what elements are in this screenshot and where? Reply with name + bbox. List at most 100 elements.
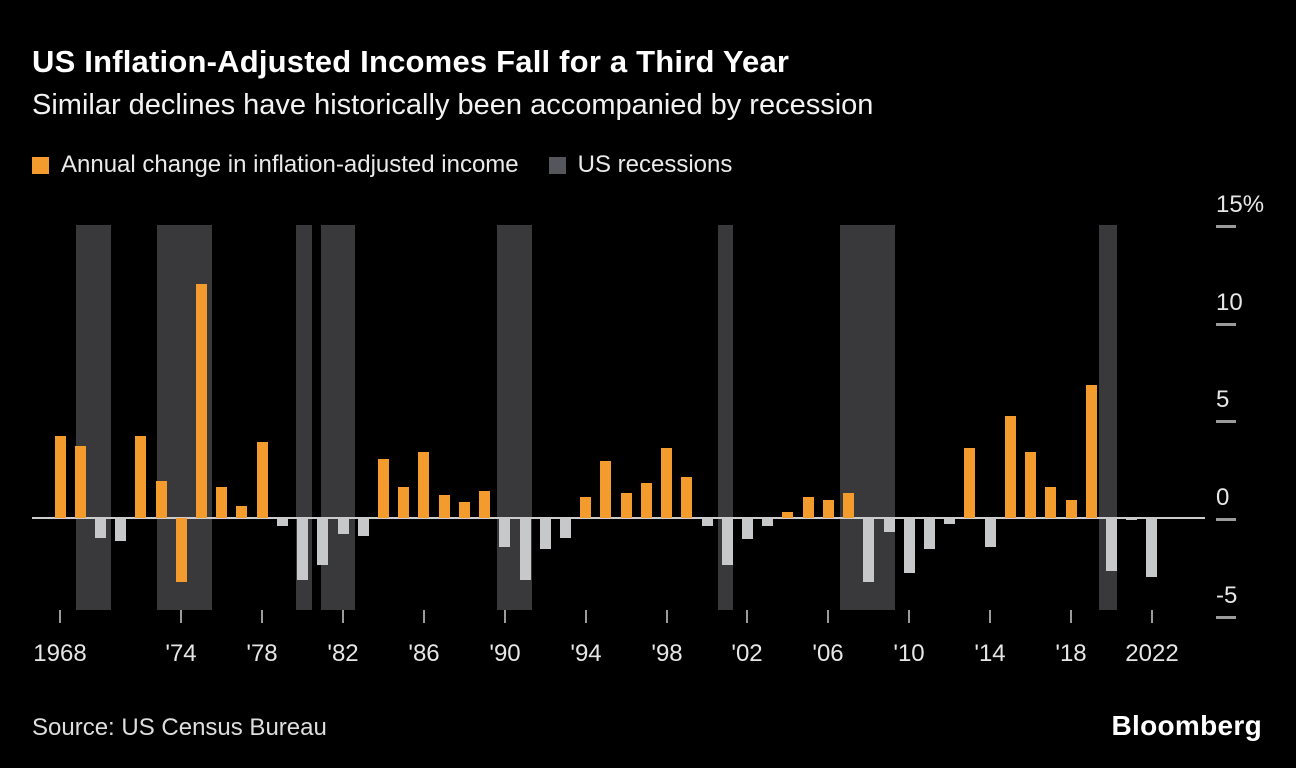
bar-1978 <box>257 442 268 518</box>
x-tick-label-1990: '90 <box>489 640 521 667</box>
bar-1992 <box>540 518 551 549</box>
bar-1972 <box>135 436 146 518</box>
x-tick-1986 <box>423 610 425 623</box>
bar-1997 <box>641 483 652 518</box>
x-tick-label-1994: '94 <box>570 640 602 667</box>
x-tick-1978 <box>261 610 263 623</box>
bar-2016 <box>1025 452 1036 518</box>
bar-1996 <box>621 493 632 518</box>
bar-1977 <box>236 506 247 518</box>
bar-1987 <box>439 495 450 518</box>
bar-2002 <box>742 518 753 539</box>
x-tick-1968 <box>59 610 61 623</box>
legend: Annual change in inflation-adjusted inco… <box>32 151 732 179</box>
bar-2001 <box>722 518 733 565</box>
x-tick-2022 <box>1151 610 1153 623</box>
x-tick-label-1974: '74 <box>165 640 197 667</box>
bar-2011 <box>924 518 935 549</box>
x-tick-2018 <box>1070 610 1072 623</box>
x-tick-label-2018: '18 <box>1055 640 1087 667</box>
bar-1995 <box>600 461 611 518</box>
bar-1968 <box>55 436 66 518</box>
income-series-swatch <box>32 156 49 174</box>
bar-2009 <box>884 518 895 532</box>
bar-1974 <box>176 518 187 582</box>
bar-1998 <box>661 448 672 518</box>
bar-1970 <box>95 518 106 538</box>
y-tick-label--5: -5 <box>1216 582 1238 609</box>
x-tick-2002 <box>746 610 748 623</box>
bar-2018 <box>1066 500 1077 518</box>
x-tick-2014 <box>989 610 991 623</box>
bar-2012 <box>944 518 955 524</box>
recession-band <box>76 225 111 610</box>
bar-1991 <box>520 518 531 580</box>
bar-1973 <box>156 481 167 518</box>
recession-band <box>296 225 312 610</box>
legend-label-income: Annual change in inflation-adjusted inco… <box>61 151 519 178</box>
y-tick-5 <box>1216 420 1236 423</box>
y-tick-label-15: 15% <box>1216 191 1265 218</box>
bar-2007 <box>843 493 854 518</box>
bar-2013 <box>964 448 975 518</box>
bar-1979 <box>277 518 288 526</box>
x-tick-label-1978: '78 <box>246 640 278 667</box>
y-tick-0 <box>1216 518 1236 521</box>
bar-2022 <box>1146 518 1157 577</box>
bar-1981 <box>317 518 328 565</box>
x-tick-1982 <box>342 610 344 623</box>
y-tick--5 <box>1216 616 1236 619</box>
x-tick-label-2022: 2022 <box>1125 640 1179 667</box>
bar-2017 <box>1045 487 1056 518</box>
x-tick-label-1998: '98 <box>651 640 683 667</box>
bar-2003 <box>762 518 773 526</box>
x-tick-label-2002: '02 <box>731 640 763 667</box>
bar-1976 <box>216 487 227 518</box>
x-tick-1974 <box>180 610 182 623</box>
x-tick-1994 <box>585 610 587 623</box>
bar-1993 <box>560 518 571 538</box>
x-tick-label-1982: '82 <box>327 640 359 667</box>
bar-1969 <box>75 446 86 518</box>
bar-2005 <box>803 497 814 518</box>
bar-1982 <box>338 518 349 534</box>
bar-2008 <box>863 518 874 582</box>
legend-item-income: Annual change in inflation-adjusted inco… <box>32 151 519 179</box>
legend-item-recessions: US recessions <box>548 151 733 179</box>
bar-2004 <box>782 512 793 518</box>
bar-2019 <box>1086 385 1097 518</box>
x-tick-label-1968: 1968 <box>33 640 87 667</box>
x-tick-label-1986: '86 <box>408 640 440 667</box>
y-tick-10 <box>1216 323 1236 326</box>
y-tick-label-5: 5 <box>1216 386 1230 413</box>
legend-label-recessions: US recessions <box>577 151 733 178</box>
x-tick-label-2006: '06 <box>812 640 844 667</box>
bar-1980 <box>297 518 308 580</box>
x-tick-2006 <box>827 610 829 623</box>
bar-1975 <box>196 284 207 518</box>
bar-1986 <box>418 452 429 518</box>
x-tick-2010 <box>908 610 910 623</box>
bar-1999 <box>681 477 692 518</box>
bar-1988 <box>459 502 470 518</box>
bar-2006 <box>823 500 834 518</box>
bar-2020 <box>1106 518 1117 571</box>
bar-1994 <box>580 497 591 518</box>
bar-2021 <box>1126 518 1137 520</box>
zero-baseline <box>32 517 1205 519</box>
recession-band <box>718 225 733 610</box>
bar-2010 <box>904 518 915 573</box>
bar-2000 <box>702 518 713 526</box>
bar-2015 <box>1005 416 1016 518</box>
y-tick-label-0: 0 <box>1216 484 1230 511</box>
chart-title: US Inflation-Adjusted Incomes Fall for a… <box>32 44 790 79</box>
y-tick-15 <box>1216 225 1236 228</box>
bar-2014 <box>985 518 996 547</box>
bar-1990 <box>499 518 510 547</box>
x-tick-label-2014: '14 <box>974 640 1006 667</box>
bar-1983 <box>358 518 369 536</box>
bar-1985 <box>398 487 409 518</box>
bloomberg-logo: Bloomberg <box>1111 710 1262 741</box>
